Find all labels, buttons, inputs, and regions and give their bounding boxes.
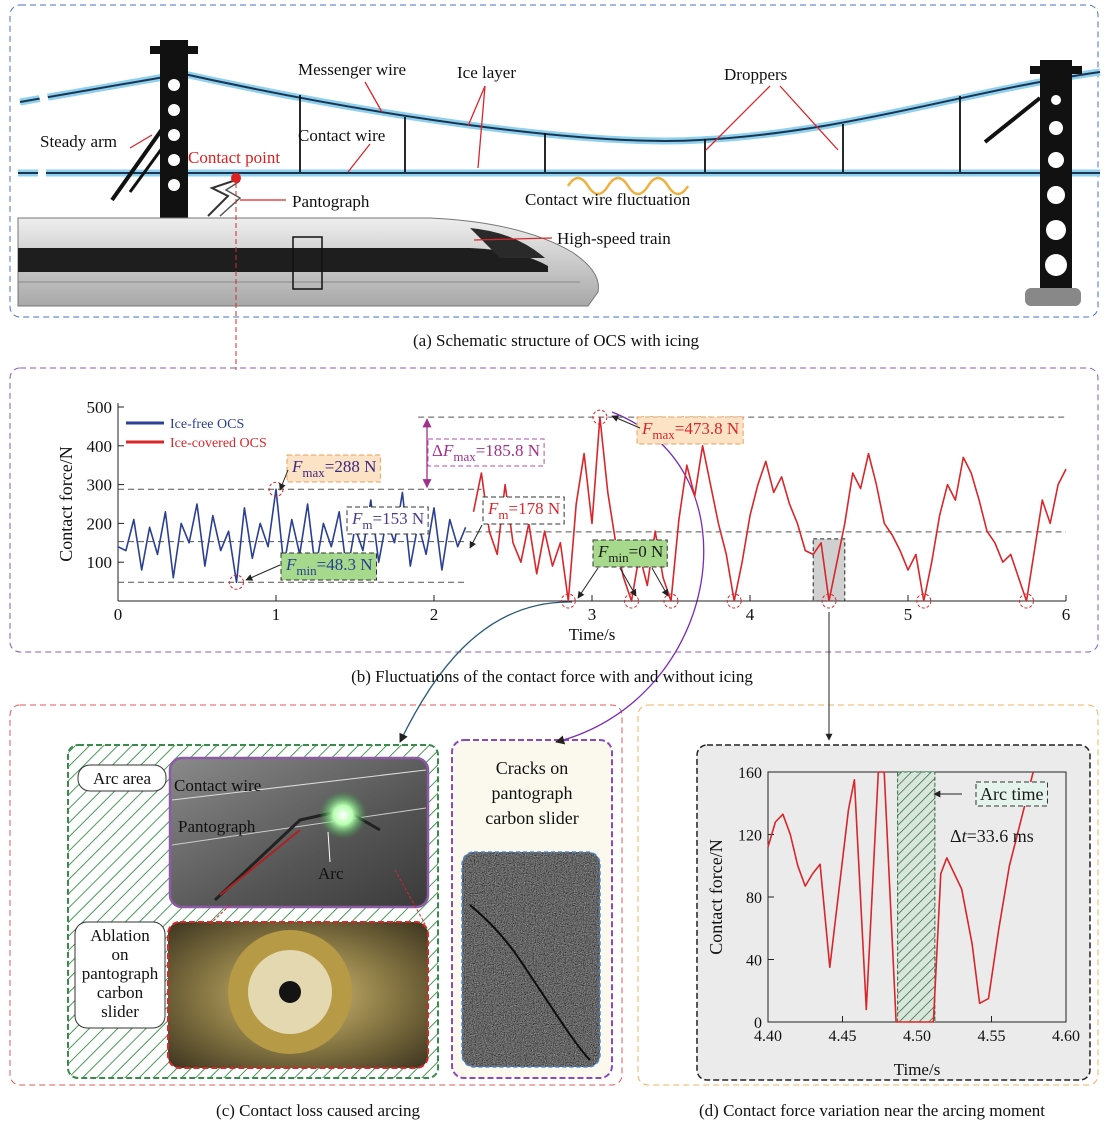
- annotation-part: m: [498, 507, 508, 522]
- label-line: Cracks on: [496, 758, 568, 778]
- annotation-part: F: [291, 457, 303, 476]
- y-tick-label: 300: [87, 476, 113, 495]
- contact-point-marker: [231, 173, 241, 183]
- annotation-part: max: [453, 449, 476, 464]
- x-tick-label: 5: [904, 605, 913, 624]
- label-line: carbon: [97, 983, 144, 1002]
- y-tick-label: 500: [87, 398, 113, 417]
- annotation: Arc time: [980, 784, 1043, 804]
- caption-d: (d) Contact force variation near the arc…: [699, 1101, 1045, 1120]
- annotation-part: min: [608, 550, 629, 565]
- caption-c: (c) Contact loss caused arcing: [216, 1101, 420, 1120]
- label-arc-area: Arc area: [93, 769, 151, 788]
- caption-a: (a) Schematic structure of OCS with icin…: [413, 331, 700, 350]
- label-droppers: Droppers: [724, 65, 787, 84]
- x-tick-label: 4.40: [754, 1028, 782, 1045]
- label-photo-pantograph: Pantograph: [178, 817, 256, 836]
- annotation-part: max: [302, 465, 325, 480]
- x-tick-label: 3: [588, 605, 597, 624]
- label-line: pantograph: [82, 964, 159, 983]
- y-tick-label: 400: [87, 437, 113, 456]
- y-axis-title: Contact force/N: [706, 839, 726, 954]
- y-tick-label: 160: [738, 765, 762, 782]
- arcing-photos: Arc area Contact wire Pantograph Arc Abl…: [68, 740, 612, 1120]
- x-tick-label: 4.50: [903, 1028, 931, 1045]
- left-tower: [112, 40, 198, 220]
- x-axis-title: Time/s: [569, 625, 616, 644]
- annotation-part: Δ: [950, 826, 962, 846]
- label-line: on: [112, 945, 130, 964]
- y-axis-title: Contact force/N: [56, 446, 76, 561]
- annotation-part: m: [362, 517, 372, 532]
- label-train: High-speed train: [557, 229, 671, 248]
- annotation-part: F: [641, 419, 653, 438]
- annotation-part: =288 N: [325, 457, 377, 476]
- annotation-part: min: [296, 563, 317, 578]
- annotation-part: =473.8 N: [675, 419, 739, 438]
- x-tick-label: 4.45: [829, 1028, 857, 1045]
- droppers: [300, 95, 960, 172]
- label-fluctuation: Contact wire fluctuation: [525, 190, 691, 209]
- caption-b: (b) Fluctuations of the contact force wi…: [351, 667, 753, 686]
- y-tick-label: 100: [87, 553, 113, 572]
- right-tower: [985, 60, 1082, 306]
- cracks-label: Cracks on pantograph carbon slider: [485, 758, 578, 828]
- cracks-photo: [462, 852, 600, 1067]
- label-line: carbon slider: [485, 808, 578, 828]
- x-tick-label: 4.60: [1052, 1028, 1080, 1045]
- label-line: pantograph: [492, 783, 573, 803]
- annotation-part: F: [442, 441, 454, 460]
- x-tick-label: 4.55: [978, 1028, 1006, 1045]
- annotation-part: Δ: [432, 441, 443, 460]
- annotation-arrow: [652, 568, 668, 596]
- annotation-part: F: [285, 555, 297, 574]
- label-ice-layer: Ice layer: [457, 63, 516, 82]
- label-photo-contact-wire: Contact wire: [174, 776, 261, 795]
- annotation-part: F: [487, 499, 499, 518]
- x-tick-label: 6: [1062, 605, 1071, 624]
- annotation-part: =48.3 N: [317, 555, 373, 574]
- y-tick-label: 200: [87, 514, 113, 533]
- label-messenger-wire: Messenger wire: [298, 60, 406, 79]
- x-tick-label: 1: [272, 605, 281, 624]
- x-tick-label: 0: [114, 605, 123, 624]
- label-line: Ablation: [90, 926, 150, 945]
- annotation-part: =33.6 ms: [967, 826, 1034, 846]
- schematic: Messenger wire Ice layer Droppers Steady…: [18, 40, 1100, 370]
- arc-time-region: [898, 772, 935, 1022]
- annotation-arrow: [280, 470, 288, 490]
- annotation-arrow: [470, 525, 482, 548]
- annotation-part: =153 N: [373, 509, 425, 528]
- connector: [556, 412, 704, 742]
- x-axis-title: Time/s: [894, 1060, 941, 1079]
- annotation-part: F: [597, 542, 609, 561]
- annotation-arrow: [246, 565, 280, 580]
- x-tick-label: 4: [746, 605, 755, 624]
- annotation-part: =185.8 N: [476, 441, 540, 460]
- y-tick-label: 40: [746, 953, 762, 970]
- annotation-part: =178 N: [509, 499, 561, 518]
- label-arc: Arc: [318, 864, 344, 883]
- annotation-part: =0 N: [629, 542, 664, 561]
- annotation-part: Arc time: [980, 784, 1043, 804]
- legend-label: Ice-covered OCS: [170, 436, 267, 451]
- annotation: Δt=33.6 ms: [950, 826, 1034, 846]
- figure: Messenger wire Ice layer Droppers Steady…: [0, 0, 1105, 1126]
- label-contact-wire: Contact wire: [298, 126, 385, 145]
- legend-label: Ice-free OCS: [170, 417, 244, 432]
- x-tick-label: 2: [430, 605, 439, 624]
- label-steady-arm: Steady arm: [40, 132, 117, 151]
- label-pantograph: Pantograph: [292, 192, 370, 211]
- y-tick-label: 120: [738, 828, 762, 845]
- annotation-arrow: [578, 568, 598, 598]
- y-tick-label: 80: [746, 890, 762, 907]
- annotation-part: F: [351, 509, 363, 528]
- label-contact-point: Contact point: [188, 148, 280, 167]
- annotation-part: max: [652, 427, 675, 442]
- label-line: slider: [101, 1002, 139, 1021]
